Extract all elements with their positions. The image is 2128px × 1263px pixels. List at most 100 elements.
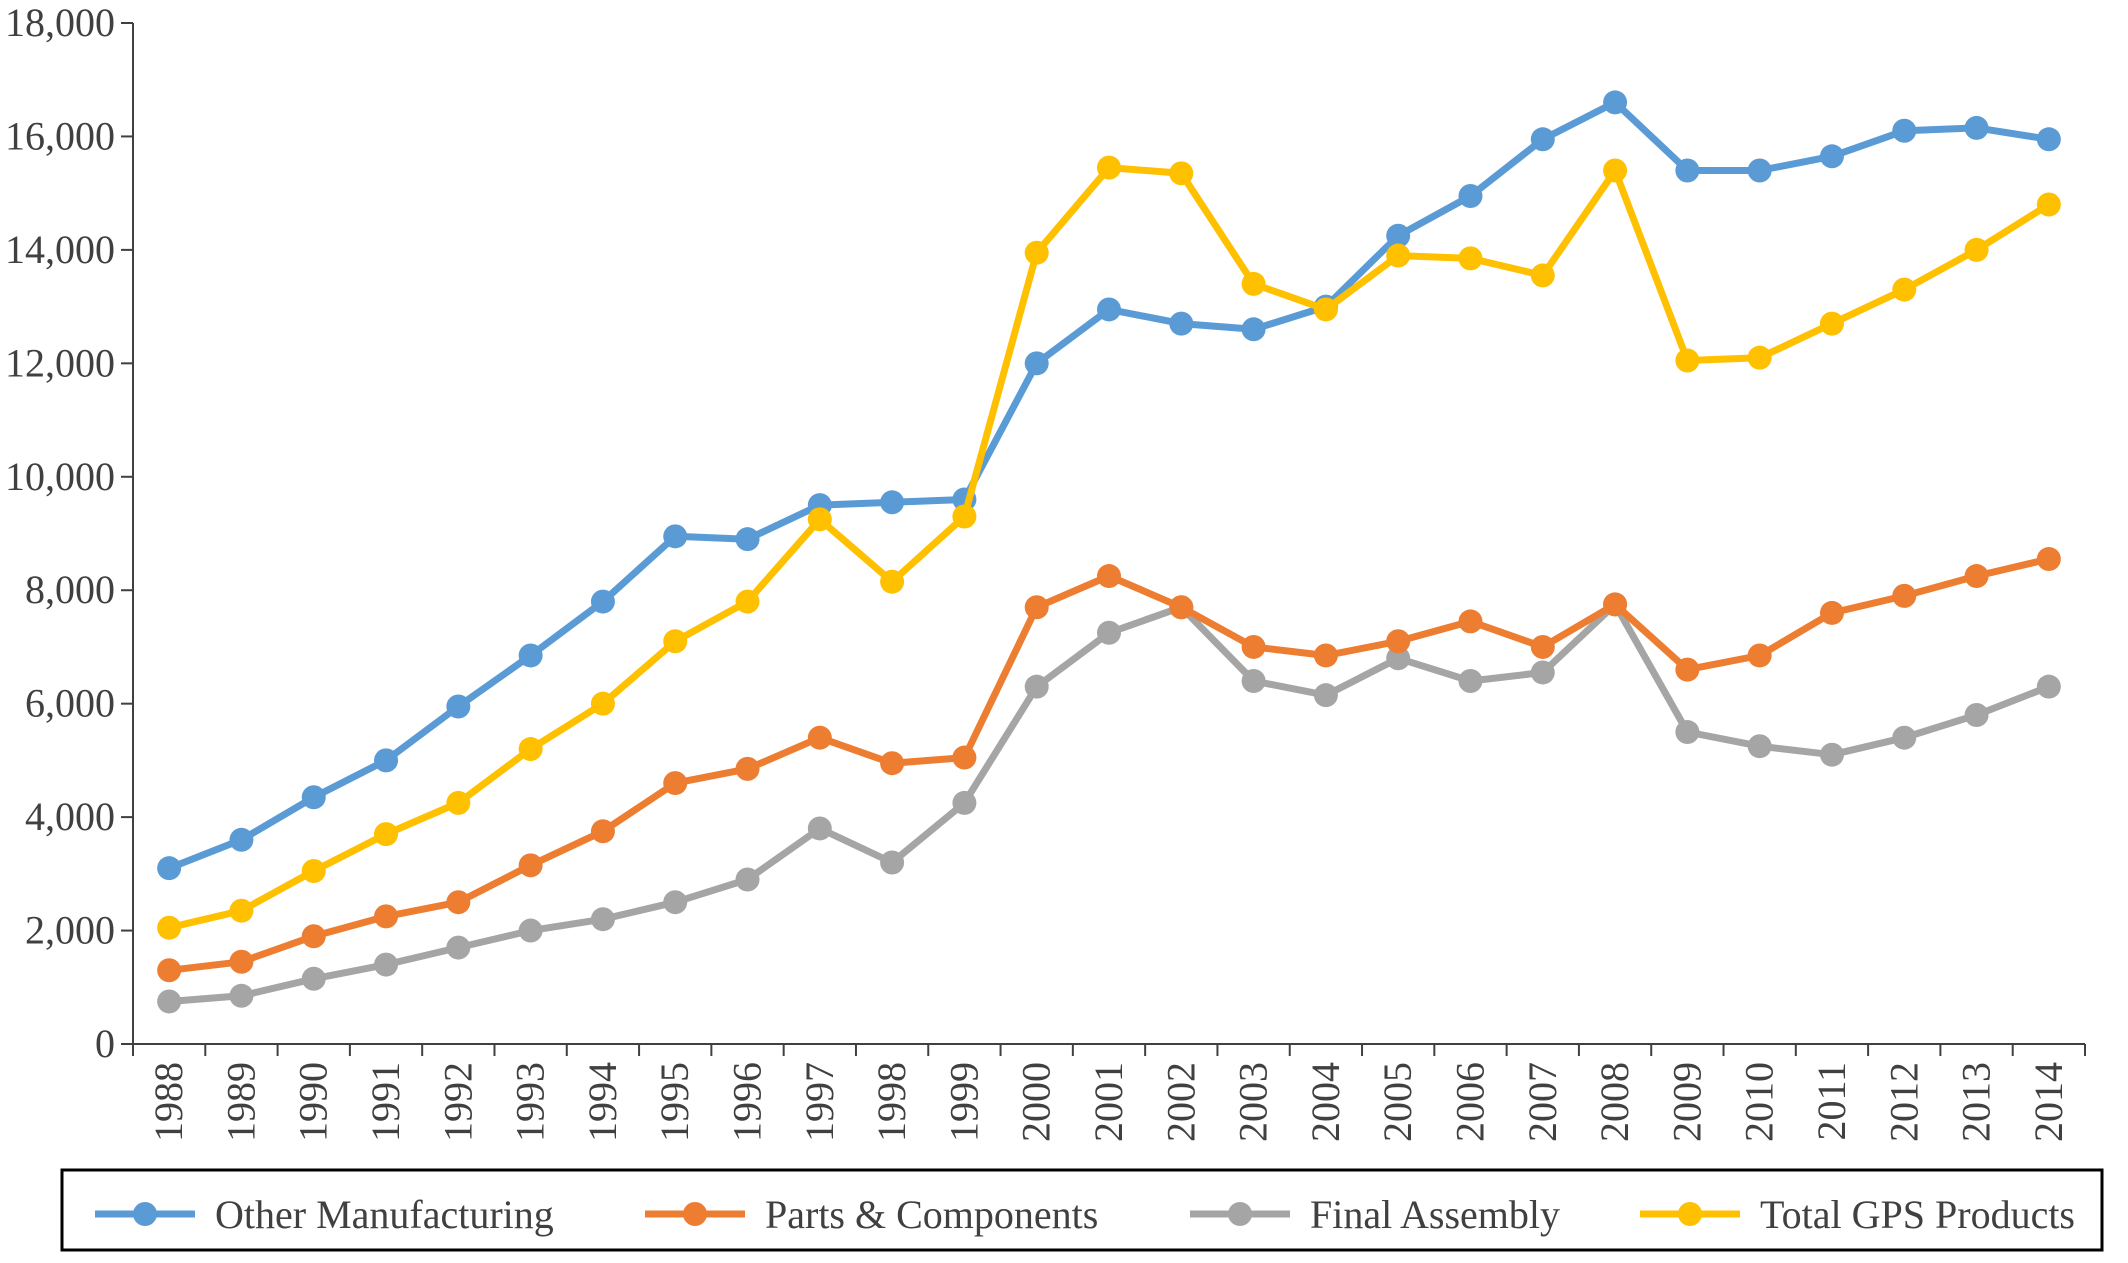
x-tick-label: 2007 — [1520, 1062, 1565, 1142]
x-tick-label: 1990 — [291, 1062, 336, 1142]
data-point — [1241, 634, 1266, 659]
data-point — [374, 952, 399, 977]
legend-swatch-marker — [683, 1202, 707, 1226]
data-point — [2036, 674, 2061, 699]
x-tick-label: 1989 — [218, 1062, 263, 1142]
data-point — [157, 958, 182, 983]
data-point — [590, 589, 615, 614]
data-point — [952, 790, 977, 815]
data-point — [1675, 158, 1700, 183]
x-tick-label: 2001 — [1086, 1062, 1131, 1142]
y-tick-label: 18,000 — [5, 0, 115, 45]
data-point — [1892, 277, 1917, 302]
data-point — [301, 858, 326, 883]
data-point — [229, 827, 254, 852]
y-tick-label: 4,000 — [25, 794, 115, 839]
x-tick-label: 2006 — [1447, 1062, 1492, 1142]
x-tick-label: 2003 — [1231, 1062, 1276, 1142]
data-point — [663, 629, 688, 654]
data-point — [1458, 609, 1483, 634]
data-point — [1241, 317, 1266, 342]
legend-item: Parts & Components — [645, 1192, 1098, 1237]
data-point — [374, 748, 399, 773]
x-tick-label: 1997 — [797, 1062, 842, 1142]
data-point — [952, 745, 977, 770]
data-point — [1530, 263, 1555, 288]
data-point — [1530, 127, 1555, 152]
data-point — [663, 771, 688, 796]
data-point — [1386, 223, 1411, 248]
x-tick-label: 2008 — [1592, 1062, 1637, 1142]
data-point — [2036, 192, 2061, 217]
data-point — [1241, 668, 1266, 693]
data-point — [446, 790, 471, 815]
data-point — [590, 819, 615, 844]
data-point — [1024, 595, 1049, 620]
data-point — [807, 725, 832, 750]
x-tick-label: 1998 — [869, 1062, 914, 1142]
data-point — [1603, 158, 1628, 183]
y-axis: 0 2,000 4,000 6,000 8,000 10,000 12,000 14,000 1… — [5, 0, 134, 1066]
legend-item: Final Assembly — [1190, 1192, 1560, 1237]
x-tick-label: 1994 — [580, 1062, 625, 1142]
data-point — [1964, 115, 1989, 140]
data-point — [229, 949, 254, 974]
y-tick-label: 2,000 — [25, 908, 115, 953]
legend-label: Other Manufacturing — [215, 1192, 554, 1237]
x-tick-label: 2014 — [2026, 1062, 2071, 1142]
data-point — [807, 816, 832, 841]
y-tick-label: 0 — [95, 1021, 115, 1066]
data-point — [735, 589, 760, 614]
data-point — [1530, 634, 1555, 659]
data-point — [374, 822, 399, 847]
y-tick-label: 16,000 — [5, 113, 115, 158]
data-point — [1169, 595, 1194, 620]
data-point — [1313, 297, 1338, 322]
series-total-gps-products — [157, 155, 2061, 940]
series-lines — [157, 90, 2061, 1014]
data-point — [1964, 564, 1989, 589]
data-point — [1097, 297, 1121, 322]
data-point — [735, 756, 760, 781]
data-point — [663, 524, 688, 549]
x-tick-label: 2000 — [1014, 1062, 1059, 1142]
data-point — [1458, 668, 1483, 693]
x-tick-label: 2002 — [1158, 1062, 1203, 1142]
data-point — [1747, 734, 1772, 759]
data-point — [1024, 240, 1049, 265]
data-point — [229, 983, 254, 1008]
data-point — [1024, 351, 1049, 376]
data-point — [157, 989, 182, 1014]
data-point — [1747, 345, 1772, 370]
legend-box — [60, 1168, 2104, 1252]
x-tick-label: 2005 — [1375, 1062, 1420, 1142]
series-other-manufacturing — [157, 90, 2061, 881]
data-point — [446, 694, 471, 719]
data-point — [807, 507, 832, 532]
legend-swatch-marker — [1678, 1202, 1702, 1226]
legend-item: Other Manufacturing — [95, 1192, 554, 1237]
data-point — [301, 966, 326, 991]
data-point — [1892, 583, 1917, 608]
data-point — [1313, 683, 1338, 708]
x-tick-label: 2010 — [1737, 1062, 1782, 1142]
x-tick-label: 2009 — [1664, 1062, 1709, 1142]
data-point — [590, 907, 615, 932]
legend-label: Total GPS Products — [1760, 1192, 2075, 1237]
data-point — [1892, 118, 1917, 143]
data-point — [1675, 720, 1700, 745]
series-parts-components — [157, 547, 2061, 983]
data-point — [1964, 703, 1989, 728]
y-tick-label: 12,000 — [5, 340, 115, 385]
data-point — [1530, 660, 1555, 685]
data-point — [157, 856, 182, 881]
data-point — [1819, 600, 1844, 625]
data-point — [1169, 311, 1194, 336]
y-tick-label: 6,000 — [25, 681, 115, 726]
data-point — [1675, 348, 1700, 373]
x-tick-label: 1995 — [652, 1062, 697, 1142]
legend-swatch-marker — [133, 1202, 157, 1226]
x-tick-label: 1991 — [363, 1062, 408, 1142]
